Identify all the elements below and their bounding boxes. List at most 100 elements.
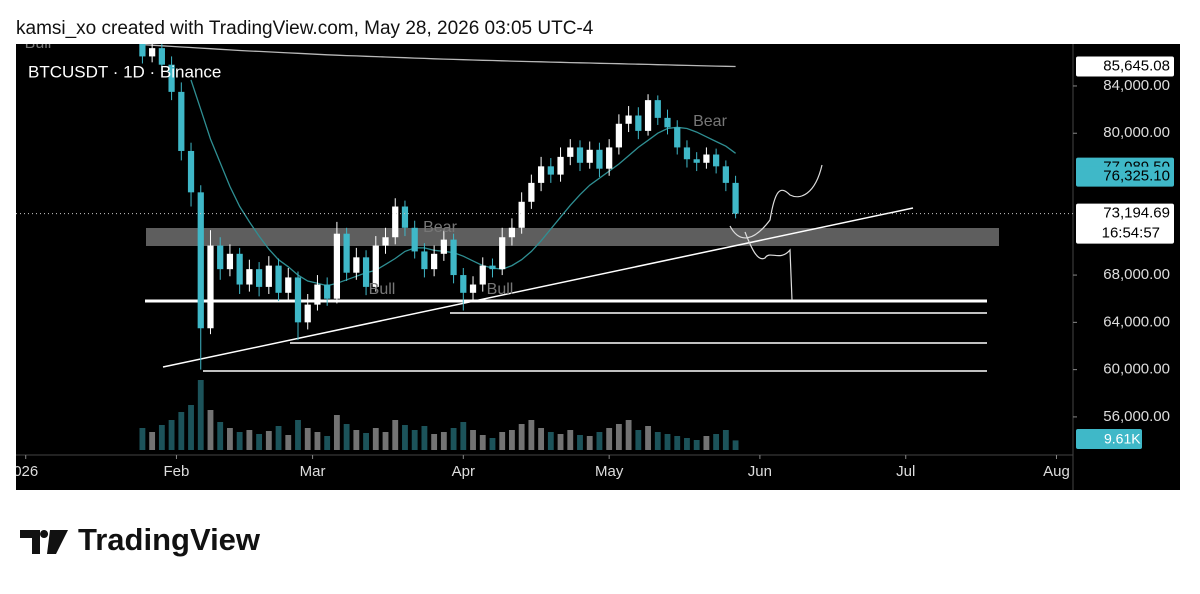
candle-body xyxy=(421,251,428,270)
volume-bar xyxy=(615,424,622,450)
candle-body xyxy=(392,206,399,238)
candle-body xyxy=(236,253,243,285)
candle-body xyxy=(722,166,729,183)
candle-body xyxy=(275,265,282,293)
candle-body xyxy=(226,253,234,270)
volume-bar xyxy=(421,426,428,450)
price-label-box xyxy=(1076,166,1174,187)
volume-bar xyxy=(324,436,331,450)
candle-body xyxy=(197,192,204,329)
x-tick-label: Aug xyxy=(1043,463,1070,480)
candle-body xyxy=(596,149,603,169)
candle-body xyxy=(508,227,516,238)
x-tick-label: Apr xyxy=(452,463,475,480)
candle-body xyxy=(139,44,146,57)
y-tick-label: 56,000.00 xyxy=(1103,408,1170,425)
volume-bar xyxy=(577,435,583,450)
volume-bar xyxy=(256,434,263,450)
countdown: 16:54:57 xyxy=(1102,225,1160,242)
candle-body xyxy=(265,265,272,287)
candle-body xyxy=(246,269,253,285)
volume-bar xyxy=(314,432,321,450)
volume-bar xyxy=(158,425,165,450)
volume-bar xyxy=(382,432,389,450)
candle-body xyxy=(343,233,350,273)
candle-body xyxy=(557,156,564,175)
candle-body xyxy=(625,115,632,124)
candle-body xyxy=(654,100,661,118)
volume-bar xyxy=(460,422,467,450)
price-label: 76,325.10 xyxy=(1103,168,1170,185)
volume-bar xyxy=(178,412,185,450)
candle-body xyxy=(382,237,389,246)
signal-label: Bull xyxy=(25,35,52,52)
volume-bar xyxy=(236,432,243,450)
candle-body xyxy=(713,154,720,167)
header: kamsi_xo created with TradingView.com, M… xyxy=(16,18,594,39)
projection-sketch xyxy=(729,164,823,301)
candle-body xyxy=(703,154,710,163)
candle-body xyxy=(431,253,438,270)
volume-bar xyxy=(470,430,476,450)
volume-bar xyxy=(295,420,301,450)
candle-body xyxy=(304,304,311,323)
candle-body xyxy=(567,147,574,157)
volume-bar xyxy=(499,432,506,450)
logo: TradingView xyxy=(20,522,261,557)
volume-bar xyxy=(538,428,545,450)
candle-body xyxy=(314,284,321,305)
symbol-title: BTCUSDT · 1D · Binance xyxy=(28,62,221,81)
volume-bar xyxy=(304,428,311,450)
volume-bar xyxy=(528,420,535,450)
volume-label-box xyxy=(1076,429,1142,449)
volume-bar xyxy=(509,430,515,450)
volume-bar xyxy=(606,428,613,450)
volume-bar xyxy=(703,436,710,450)
volume-bar xyxy=(207,410,214,450)
candle-body xyxy=(693,159,700,163)
candle-body xyxy=(664,117,671,128)
volume-bar xyxy=(713,434,720,450)
candle-body xyxy=(732,182,739,214)
volume-bar xyxy=(246,430,253,450)
candle-body xyxy=(353,257,360,273)
volume-bar xyxy=(227,428,233,450)
volume-bar xyxy=(353,430,360,450)
candle-body xyxy=(537,166,545,183)
volume-bar xyxy=(188,405,194,450)
moving-average xyxy=(190,79,736,287)
moving-average xyxy=(142,44,736,68)
volume-bar xyxy=(547,432,554,450)
candle-body xyxy=(372,245,379,287)
volume-bar xyxy=(343,424,350,450)
volume-bar xyxy=(586,436,593,450)
time-axis: 026 Feb Mar Apr May Jun Jul Aug xyxy=(13,455,1070,480)
trend-line xyxy=(162,207,914,368)
candle-body xyxy=(362,257,370,287)
signal-label: Bull xyxy=(369,281,396,298)
candle-body xyxy=(158,48,165,65)
volume-bar xyxy=(693,440,700,450)
candle-body xyxy=(168,64,175,92)
candle-body xyxy=(333,233,341,299)
logo-icon xyxy=(20,530,68,554)
x-tick-label: 026 xyxy=(13,463,38,480)
candle-body xyxy=(683,147,691,160)
plot: Bull Bear Bull Bull Bear xyxy=(16,35,1073,450)
volume-bar xyxy=(285,435,292,450)
volume-bar xyxy=(450,428,457,450)
candle-body xyxy=(644,100,652,131)
volume-bar xyxy=(372,428,379,450)
volume-bar xyxy=(645,426,651,450)
candle-body xyxy=(499,237,506,270)
candle-body xyxy=(411,227,418,252)
candle-body xyxy=(518,201,525,228)
candle-body xyxy=(469,284,477,293)
candle-body xyxy=(547,166,554,175)
y-tick-label: 64,000.00 xyxy=(1103,313,1170,330)
candle-body xyxy=(285,277,292,293)
volume-label: 9.61K xyxy=(1104,431,1141,447)
volume-bar xyxy=(197,380,204,450)
